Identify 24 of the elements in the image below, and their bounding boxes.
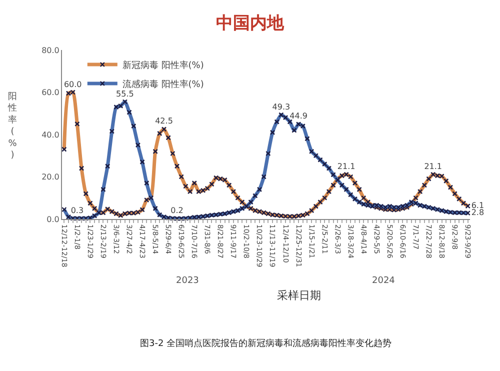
legend-label: 新冠病毒 阳性率(%) [122,60,204,72]
chart-title: 中国内地 [216,14,285,34]
y-tick-label: 60.0 [42,88,60,98]
data-label: 6.1 [471,201,484,210]
legend-label: 流感病毒 阳性率(%) [122,79,204,90]
data-label: 55.5 [116,89,134,98]
data-label: 44.9 [290,112,308,121]
x-axis-title: 采样日期 [277,289,321,302]
data-label: 42.5 [155,116,173,126]
data-label: 0.3 [70,206,84,215]
y-tick-label: 40.0 [42,130,60,140]
data-label: 21.1 [337,162,356,171]
y-axis-title: 阳性率(%) [7,92,18,160]
y-tick-label: 20.0 [42,172,60,182]
data-label: 2.8 [471,208,484,218]
data-label: 21.1 [424,162,442,171]
text: 2023 [176,276,199,286]
data-label: 49.3 [272,102,290,112]
data-label: 60.0 [64,80,82,89]
y-tick-label: 0.0 [46,214,60,224]
caption: 图3-2 全国哨点医院报告的新冠病毒和流感病毒阳性率变化趋势 [140,338,392,349]
text: 2024 [372,276,396,286]
data-label: 0.2 [170,206,184,216]
y-tick-label: 80.0 [42,46,60,55]
